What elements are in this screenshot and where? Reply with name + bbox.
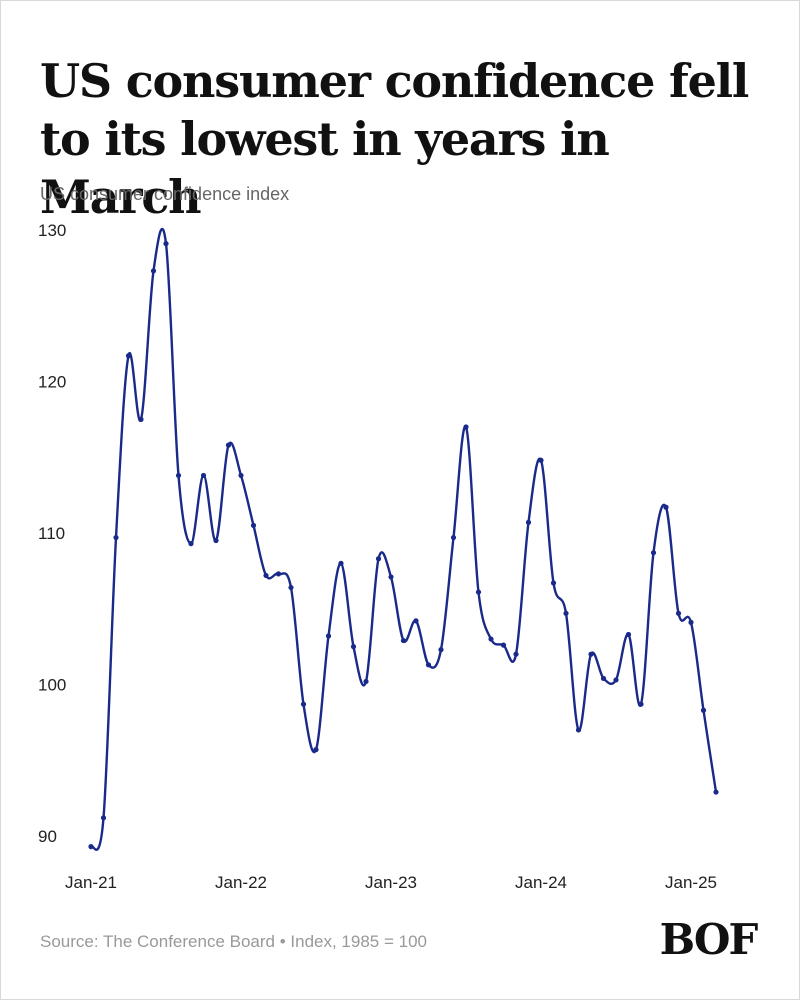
data-point: [325, 633, 332, 639]
data-point: [188, 541, 194, 547]
data-point: [588, 651, 594, 657]
data-point: [150, 268, 157, 274]
data-point: [600, 675, 607, 682]
data-point: [300, 701, 307, 707]
bof-logo-icon: BOF: [660, 915, 761, 964]
data-point: [463, 424, 469, 430]
data-point: [288, 584, 294, 591]
data-point: [500, 642, 507, 648]
data-point: [275, 571, 282, 577]
data-point: [338, 560, 344, 566]
data-point: [213, 537, 219, 544]
data-point: [700, 707, 707, 713]
data-point: [113, 534, 119, 541]
y-tick-label: 130: [38, 221, 66, 240]
data-point: [563, 610, 569, 616]
data-point: [350, 644, 357, 650]
y-tick-label: 110: [38, 524, 65, 543]
x-axis-ticks: Jan-21 Jan-22 Jan-23 Jan-24 Jan-25: [65, 873, 717, 892]
data-point: [450, 534, 457, 541]
data-point: [613, 677, 619, 683]
data-point: [638, 701, 644, 707]
data-point: [238, 472, 244, 479]
data-point: [675, 610, 682, 616]
data-point: [663, 504, 669, 510]
data-point: [100, 815, 107, 821]
x-tick-label: Jan-25: [665, 873, 717, 892]
data-point: [88, 844, 94, 850]
data-point: [163, 241, 169, 247]
data-point: [713, 789, 719, 795]
y-tick-label: 90: [38, 827, 57, 846]
data-point: [550, 580, 557, 586]
data-point: [400, 637, 407, 644]
y-axis-ticks: 90 100 110 120 130: [38, 221, 66, 846]
data-point: [375, 556, 382, 562]
data-point: [650, 550, 657, 556]
data-point: [363, 678, 369, 685]
source-note: Source: The Conference Board • Index, 19…: [40, 932, 427, 951]
y-tick-label: 120: [38, 373, 66, 392]
series-line: [89, 227, 718, 851]
series-points: [88, 241, 719, 850]
chart-title: US consumer confidence fell to its lowes…: [40, 54, 749, 224]
x-tick-label: Jan-22: [215, 873, 267, 892]
data-point: [488, 636, 494, 642]
data-point: [125, 353, 132, 359]
data-point: [625, 631, 632, 638]
data-point: [513, 651, 519, 657]
data-point: [425, 662, 432, 668]
data-point: [263, 572, 269, 579]
chart-subtitle: US consumer confidence index: [40, 184, 290, 204]
svg-text:BOF: BOF: [660, 915, 759, 964]
data-point: [138, 416, 144, 422]
data-point: [475, 589, 482, 595]
data-point: [688, 619, 694, 625]
data-point: [388, 574, 394, 580]
data-point: [525, 519, 532, 525]
data-point: [200, 472, 207, 479]
data-point: [438, 647, 444, 653]
data-point: [538, 457, 544, 463]
data-point: [225, 442, 232, 448]
data-point: [413, 618, 419, 624]
data-point: [175, 472, 182, 479]
data-point: [575, 727, 582, 733]
data-point: [313, 747, 319, 753]
x-tick-label: Jan-21: [65, 873, 117, 892]
x-tick-label: Jan-23: [365, 873, 417, 892]
x-tick-label: Jan-24: [515, 873, 567, 892]
y-tick-label: 100: [38, 676, 66, 695]
data-point: [250, 522, 257, 529]
